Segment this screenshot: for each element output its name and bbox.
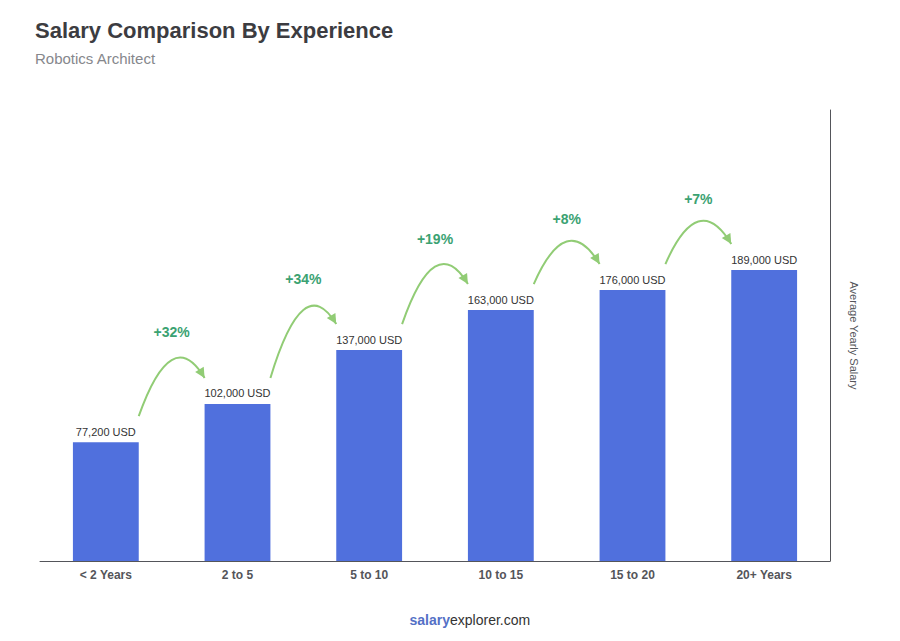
svg-text:Salary Comparison By Experienc: Salary Comparison By Experience	[35, 18, 393, 43]
svg-text:+7%: +7%	[684, 191, 713, 207]
svg-text:Robotics Architect: Robotics Architect	[35, 50, 156, 67]
svg-text:Average Yearly Salary: Average Yearly Salary	[848, 281, 860, 390]
svg-text:salary: salary	[410, 612, 451, 628]
svg-text:163,000 USD: 163,000 USD	[468, 294, 534, 306]
svg-text:+19%: +19%	[417, 231, 454, 247]
svg-text:20+ Years: 20+ Years	[736, 568, 792, 582]
svg-text:explorer.com: explorer.com	[450, 612, 530, 628]
svg-text:+32%: +32%	[154, 324, 191, 340]
svg-text:+8%: +8%	[552, 211, 581, 227]
svg-text:176,000 USD: 176,000 USD	[599, 274, 665, 286]
svg-text:77,200 USD: 77,200 USD	[76, 426, 136, 438]
svg-text:15 to 20: 15 to 20	[610, 568, 655, 582]
svg-text:5 to 10: 5 to 10	[350, 568, 388, 582]
svg-text:137,000 USD: 137,000 USD	[336, 334, 402, 346]
svg-text:2 to 5: 2 to 5	[222, 568, 254, 582]
svg-text:102,000 USD: 102,000 USD	[204, 387, 270, 399]
svg-text:189,000 USD: 189,000 USD	[731, 254, 797, 266]
svg-text:+34%: +34%	[285, 271, 322, 287]
svg-text:10 to 15: 10 to 15	[478, 568, 523, 582]
svg-text:< 2 Years: < 2 Years	[80, 568, 132, 582]
